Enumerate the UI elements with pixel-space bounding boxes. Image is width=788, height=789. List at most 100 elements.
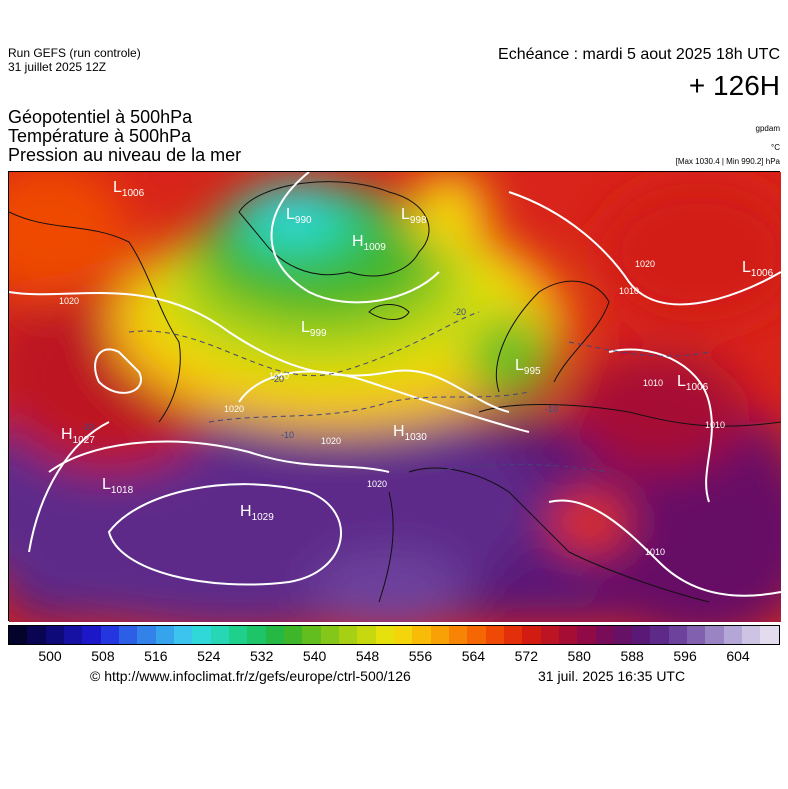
center-low: L1018	[102, 476, 134, 496]
color-swatch	[302, 626, 321, 644]
color-swatch	[137, 626, 156, 644]
center-low: L1006	[742, 259, 774, 279]
pressure-centers: L1006 L990 L998 H1009 L999 L1006 L995 L1…	[61, 179, 774, 523]
color-swatch	[668, 626, 688, 644]
run-model: Run GEFS (run controle)	[8, 46, 141, 60]
color-swatch	[100, 626, 119, 644]
generated-time: 31 juil. 2025 16:35 UTC	[538, 668, 686, 684]
isobar-label: 1020	[224, 404, 244, 414]
center-high: H1029	[240, 503, 274, 523]
unit-geopotential: gpdam	[755, 124, 780, 133]
isobar-label: 1020	[635, 259, 655, 269]
color-swatch	[338, 626, 358, 644]
coastlines	[9, 181, 781, 603]
color-swatch	[705, 626, 724, 644]
color-swatch	[485, 626, 504, 644]
color-swatch	[283, 626, 303, 644]
color-swatch	[118, 626, 138, 644]
color-swatch	[27, 626, 46, 644]
color-scale-tick: 588	[620, 648, 644, 664]
color-scale-tick: 540	[302, 648, 327, 664]
color-swatch	[723, 626, 743, 644]
isotherm-label: -20	[271, 374, 284, 384]
color-swatch	[393, 626, 413, 644]
color-swatch	[173, 626, 193, 644]
color-swatch	[155, 626, 174, 644]
source-url: © http://www.infoclimat.fr/z/gefs/europe…	[90, 668, 411, 684]
unit-temperature: °C	[771, 143, 780, 152]
param-pressure: Pression au niveau de la mer	[8, 145, 242, 165]
color-swatch	[320, 626, 339, 644]
color-swatch	[650, 626, 669, 644]
isotherm-label: -10	[281, 430, 294, 440]
isobar-labels: 1020 1010 1020 1020 1020 1010 1010 1010 …	[59, 259, 725, 557]
color-swatch	[357, 626, 376, 644]
color-scale-tick: 604	[726, 648, 750, 664]
isobar-label: 1020	[321, 436, 341, 446]
color-scale	[8, 625, 780, 645]
color-swatch	[375, 626, 394, 644]
color-swatch	[210, 626, 229, 644]
color-swatch	[503, 626, 523, 644]
color-swatch	[742, 626, 761, 644]
isobar-label: 1010	[619, 286, 639, 296]
unit-pressure: [Max 1030.4 | Min 990.2] hPa	[675, 157, 780, 166]
color-swatch	[192, 626, 211, 644]
isobar-label: 1020	[59, 296, 79, 306]
color-scale-tick: 572	[514, 648, 538, 664]
center-high: H1027	[61, 426, 95, 446]
color-scale-tick: 580	[567, 648, 591, 664]
center-high: H1030	[393, 423, 427, 443]
color-swatch	[577, 626, 596, 644]
isobar-label: 1020	[367, 479, 387, 489]
color-scale-tick: 532	[250, 648, 274, 664]
center-low: L990	[286, 206, 312, 226]
parameter-list: Géopotentiel à 500hPa Température à 500h…	[8, 108, 241, 165]
color-swatch	[467, 626, 486, 644]
color-swatch	[247, 626, 266, 644]
center-low: L999	[301, 319, 327, 339]
color-scale-tick: 508	[91, 648, 115, 664]
color-swatch	[448, 626, 468, 644]
color-swatch	[228, 626, 248, 644]
geopotential-field	[9, 172, 781, 622]
color-swatch	[558, 626, 578, 644]
color-swatch	[595, 626, 614, 644]
color-scale-ticks: 500 508 516 524 532 540 548 556 564 572 580 588 596 6…	[8, 648, 780, 668]
isotherm-label: -20	[453, 307, 466, 317]
run-date: 31 juillet 2025 12Z	[8, 60, 107, 74]
isobar-label: 1010	[705, 420, 725, 430]
color-swatch	[430, 626, 449, 644]
forecast-hour: + 126H	[688, 70, 780, 101]
temperature-labels: -20 -20 -10 -10 -10	[81, 307, 558, 440]
color-swatch	[522, 626, 541, 644]
color-swatch	[687, 626, 706, 644]
color-swatch	[63, 626, 83, 644]
weather-map: L1006 L990 L998 H1009 L999 L1006 L995 L1…	[8, 171, 781, 622]
color-swatch	[540, 626, 559, 644]
run-info: Run GEFS (run controle) 31 juillet 2025 …	[8, 46, 141, 74]
center-low: L998	[401, 206, 427, 226]
color-swatch	[613, 626, 633, 644]
color-swatch	[760, 626, 779, 644]
isobar-label: 1010	[269, 371, 289, 381]
color-scale-tick: 516	[144, 648, 168, 664]
color-swatch	[632, 626, 651, 644]
color-swatch	[412, 626, 431, 644]
temperature-isotherms	[128, 311, 710, 473]
center-low: L1006	[113, 179, 145, 199]
param-temperature: Température à 500hPa	[8, 126, 192, 146]
center-low: L1006	[677, 373, 709, 393]
color-swatch	[45, 626, 64, 644]
isotherm-label: -10	[545, 404, 558, 414]
color-scale-tick: 564	[461, 648, 486, 664]
color-scale-tick: 524	[197, 648, 221, 664]
color-scale-tick: 548	[355, 648, 380, 664]
color-scale-tick: 556	[408, 648, 433, 664]
isotherm-label: -10	[81, 422, 94, 432]
center-low: L995	[515, 357, 541, 377]
isobars	[9, 172, 781, 597]
color-swatch	[9, 626, 28, 644]
param-geopotential: Géopotentiel à 500hPa	[8, 107, 193, 127]
color-scale-tick: 596	[673, 648, 697, 664]
